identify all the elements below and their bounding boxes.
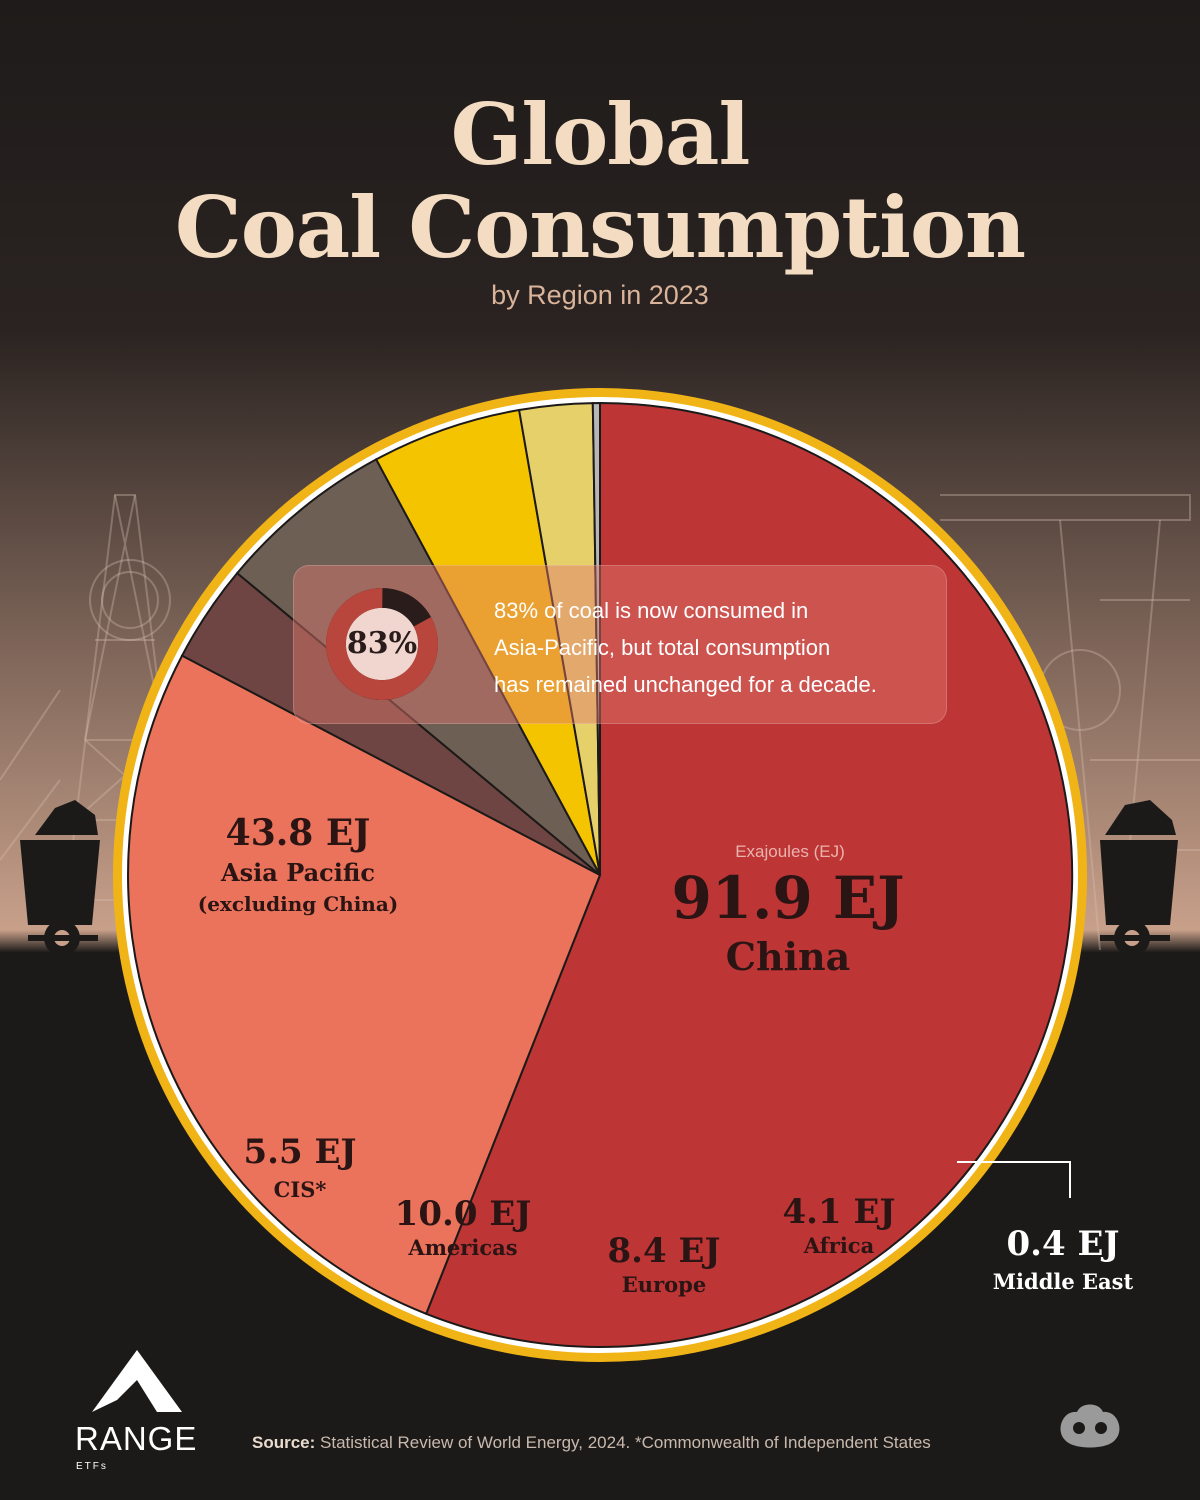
pie-slice-europe [374,408,601,876]
range-logo-sub: ETFs [76,1461,108,1472]
coal-cart-right-icon [1100,800,1178,956]
slice-value-label-middle-east: 0.4 EJ [1007,1224,1120,1264]
slice-name-label-cis: CIS* [274,1177,327,1202]
page-title-line1: Global [450,85,751,184]
range-logo-word: RANGE [75,1420,198,1457]
source-text: Statistical Review of World Energy, 2024… [315,1433,931,1452]
slice-value-label-africa: 4.1 EJ [783,1192,896,1232]
callout-line: Asia-Pacific, but total consumption [494,635,831,660]
slice-name-label-asia-pacific-excluding-china: (excluding China) [198,892,399,916]
slice-value-label-europe: 8.4 EJ [608,1231,721,1271]
pie-slice-middle-east [591,401,601,876]
mine-headframe-right [940,494,1200,951]
callout-line: has remained unchanged for a decade. [494,672,877,697]
unit-label: Exajoules (EJ) [735,842,845,861]
page-title-line2: Coal Consumption [174,178,1026,277]
slice-name-label-asia-pacific-excluding-china: Asia Pacific [220,858,375,887]
middle-east-leader-line [957,1161,1071,1198]
page-subtitle: by Region in 2023 [491,280,709,310]
range-logo-icon [92,1350,182,1412]
slice-name-label-europe: Europe [622,1272,706,1297]
callout-line: 83% of coal is now consumed in [494,598,809,623]
insight-callout: 83% 83% of coal is now consumed in Asia-… [293,565,947,724]
callout-percent: 83% [346,626,418,661]
slice-value-label-cis: 5.5 EJ [244,1132,357,1172]
coal-cart-left-icon [20,800,100,956]
slice-name-label-middle-east: Middle East [993,1269,1134,1294]
slice-name-label-china: China [726,934,851,979]
callout-donut-chart [326,588,438,700]
visual-capitalist-logo-icon [1060,1404,1120,1448]
pie-slice-asia-pacific-excluding-china [127,654,602,1316]
slice-value-label-americas: 10.0 EJ [395,1194,532,1234]
callout-text: 83% of coal is now consumed in Asia-Paci… [494,592,934,703]
slice-value-label-china: 91.9 EJ [671,864,904,932]
source-label: Source: [252,1433,316,1452]
slice-value-label-asia-pacific-excluding-china: 43.8 EJ [226,812,371,854]
pie-slice-china [424,401,1074,1348]
slice-name-label-americas: Americas [407,1235,517,1260]
source-note: Source: Statistical Review of World Ener… [252,1433,931,1453]
slice-name-label-africa: Africa [803,1233,875,1258]
